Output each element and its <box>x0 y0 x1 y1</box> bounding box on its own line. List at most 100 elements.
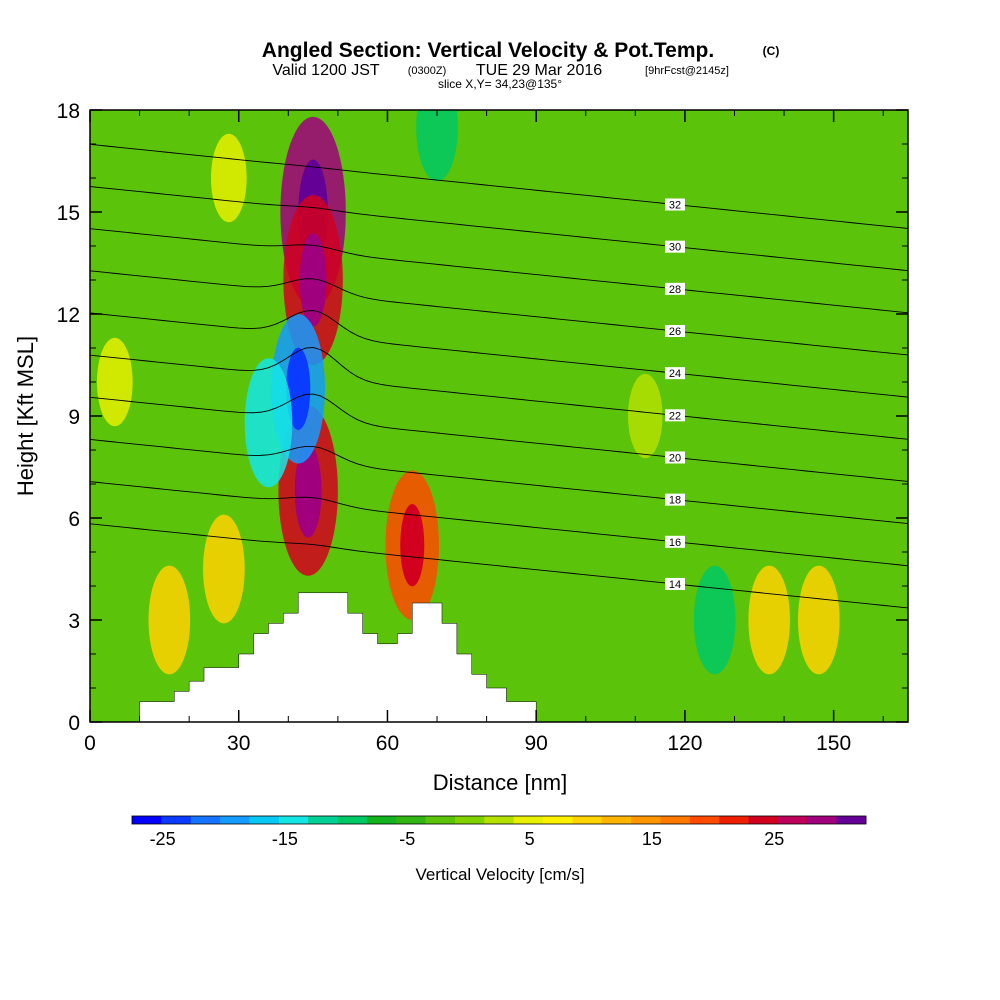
velocity-cell-5 <box>244 358 293 488</box>
contour-label-bg <box>664 535 685 548</box>
colorbar-tick-label: 25 <box>764 829 784 849</box>
velocity-core-2 <box>294 444 322 538</box>
colorbar-swatch <box>337 816 368 824</box>
colorbar-swatch <box>190 816 221 824</box>
colorbar-tick-label: 5 <box>525 829 535 849</box>
velocity-core-3 <box>400 504 425 587</box>
velocity-cell-14 <box>627 373 663 459</box>
colorbar-swatch <box>513 816 544 824</box>
velocity-cell-12 <box>96 337 133 427</box>
theta-contours <box>90 143 908 609</box>
velocity-cell-8 <box>748 565 791 675</box>
velocity-cell-10 <box>148 565 191 675</box>
contour-label-bg <box>664 451 685 464</box>
colorbar-tick-label: -25 <box>150 829 176 849</box>
velocity-cell-13 <box>210 133 247 223</box>
colorbar-tick-label: 15 <box>642 829 662 849</box>
theta-contour-26 <box>90 270 908 356</box>
x-axis-label: Distance [nm] <box>433 770 568 795</box>
colorbar-swatch <box>220 816 250 824</box>
contour-label: 30 <box>669 242 681 254</box>
colorbar-swatch <box>601 816 632 824</box>
x-tick-label: 120 <box>667 732 702 755</box>
chart-title: Angled Section: Vertical Velocity & Pot.… <box>262 39 714 62</box>
x-tick-label: 90 <box>525 732 548 755</box>
theta-contour-labels: 14 16 18 20 22 24 26 28 30 32 <box>664 198 685 591</box>
contour-label: 20 <box>669 452 681 464</box>
velocity-cell-7 <box>693 565 736 675</box>
colorbar-swatch <box>572 816 603 824</box>
contour-label-bg <box>664 367 685 380</box>
colorbar-swatch <box>454 816 485 824</box>
colorbar-tick-label: -5 <box>399 829 415 849</box>
forecast-text: [9hrFcst@2145z] <box>645 65 729 77</box>
colorbar-swatch <box>660 816 691 824</box>
zulu-time-text: (0300Z) <box>408 65 447 77</box>
colorbar-swatch <box>366 816 397 824</box>
y-tick-label: 18 <box>57 100 80 123</box>
colorbar-frame <box>131 815 867 825</box>
colorbar-swatch <box>836 816 867 824</box>
x-tick-label: 30 <box>227 732 250 755</box>
theta-contour-18 <box>90 439 908 525</box>
colorbar-swatch <box>807 816 837 824</box>
contour-label-bg <box>664 409 685 422</box>
contour-label-bg <box>664 493 685 506</box>
contour-label: 26 <box>669 326 681 338</box>
colorbar-swatch <box>396 816 426 824</box>
colorbar-swatch <box>748 816 779 824</box>
x-tick-label: 60 <box>376 732 399 755</box>
valid-date-text: TUE 29 Mar 2016 <box>476 62 602 79</box>
theta-contour-28 <box>90 228 908 314</box>
colorbar-swatch <box>689 816 720 824</box>
theta-contour-14 <box>90 523 908 609</box>
colorbar-swatch <box>425 816 456 824</box>
y-tick-label: 0 <box>68 712 80 735</box>
y-tick-label: 15 <box>57 202 80 225</box>
x-axis: 0 30 60 90 120 150 <box>84 110 884 755</box>
contour-label: 18 <box>669 495 681 507</box>
contour-label: 14 <box>669 579 681 591</box>
velocity-core-4 <box>286 347 311 430</box>
contour-label: 24 <box>669 368 681 380</box>
terrain-layer <box>90 592 908 723</box>
contour-label: 32 <box>669 200 681 212</box>
y-tick-label: 9 <box>68 406 80 429</box>
valid-time-line: Valid 1200 JST (0300Z) TUE 29 Mar 2016 [… <box>272 62 729 79</box>
contour-label-bg <box>664 577 685 590</box>
colorbar-swatch <box>777 816 808 824</box>
colorbar-swatch <box>719 816 749 824</box>
colorbar-swatch <box>132 816 162 824</box>
slice-info: slice X,Y= 34,23@135° <box>438 77 562 91</box>
theta-contour-16 <box>90 481 908 567</box>
colorbar-swatch <box>543 816 573 824</box>
velocity-cell-6 <box>416 110 458 182</box>
colorbar-swatch <box>161 816 192 824</box>
colorbar-label: Vertical Velocity [cm/s] <box>415 865 584 884</box>
valid-time-text: Valid 1200 JST <box>272 62 380 79</box>
velocity-cell-9 <box>797 565 840 675</box>
terrain <box>90 592 908 723</box>
theta-contour-24 <box>90 310 908 398</box>
y-tick-label: 12 <box>57 304 80 327</box>
colorbar-swatch <box>484 816 514 824</box>
vertical-velocity-field <box>96 110 840 675</box>
colorbar-swatch <box>631 816 661 824</box>
theta-contour-30 <box>90 186 908 272</box>
contour-label-bg <box>664 198 685 211</box>
copyright-mark: (C) <box>763 44 780 58</box>
colorbar-tick-label: -15 <box>272 829 298 849</box>
colorbar <box>131 815 867 825</box>
y-axis: 0 3 6 9 12 15 18 <box>57 100 908 735</box>
theta-contour-22 <box>90 347 908 440</box>
colorbar-ticks: -25 -15 -5 5 15 25 <box>150 829 785 849</box>
y-tick-label: 3 <box>68 610 80 633</box>
velocity-cell-11 <box>203 514 245 624</box>
velocity-core-1 <box>299 233 327 327</box>
colorbar-swatch <box>308 816 338 824</box>
x-tick-label: 0 <box>84 732 96 755</box>
theta-contour-32 <box>90 143 908 229</box>
y-axis-label: Height [Kft MSL] <box>13 336 38 496</box>
colorbar-swatch <box>278 816 309 824</box>
